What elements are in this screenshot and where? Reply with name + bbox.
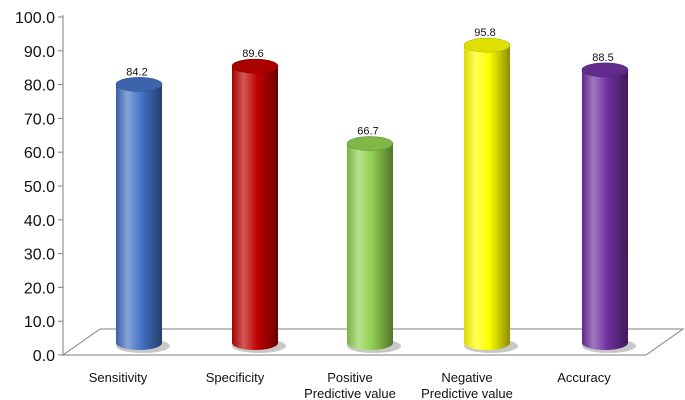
data-label: 88.5 — [592, 52, 613, 64]
y-tick-label: 30.0 — [24, 247, 55, 264]
bar-body — [232, 66, 278, 350]
data-label: 66.7 — [357, 126, 378, 138]
data-label: 95.8 — [474, 27, 495, 39]
bar — [115, 77, 170, 353]
bar-body — [582, 69, 628, 351]
y-tick-label: 0.0 — [33, 348, 55, 365]
y-tick-label: 50.0 — [24, 179, 55, 196]
bar-top — [115, 77, 163, 92]
y-tick-label: 10.0 — [24, 314, 55, 331]
y-tick-label: 100.0 — [15, 10, 55, 27]
category-label: Negative Predictive value — [421, 370, 513, 400]
y-tick-label: 40.0 — [24, 213, 55, 230]
bar-top — [346, 136, 394, 151]
bar-body — [116, 84, 162, 351]
bar-body — [464, 45, 510, 351]
bar — [463, 37, 518, 353]
bar — [231, 58, 286, 353]
y-tick-label: 20.0 — [24, 280, 55, 297]
data-label: 89.6 — [242, 48, 263, 60]
category-label: Specificity — [206, 370, 265, 385]
bar — [346, 136, 401, 353]
bar-top — [581, 62, 629, 78]
y-tick-label: 70.0 — [24, 111, 55, 128]
bar — [581, 62, 636, 353]
data-label: 84.2 — [126, 66, 147, 78]
y-tick-label: 60.0 — [24, 145, 55, 162]
y-tick-label: 80.0 — [24, 78, 55, 95]
bar-body — [347, 143, 393, 350]
bars-layer — [115, 37, 636, 353]
axis-layer: 0.0 10.0 20.0 30.0 40.0 50.0 60.0 70.0 80.0 90.0 1… — [15, 10, 64, 365]
bar-top — [231, 58, 279, 74]
labels-layer: 84.2 89.6 66.7 95.8 88.5 Sensitivity Specifici… — [89, 27, 614, 400]
category-label: Sensitivity — [89, 370, 148, 385]
category-label: Accuracy — [557, 370, 611, 385]
bar-top — [463, 37, 511, 53]
category-label: Positive Predictive value — [304, 370, 396, 400]
y-tick-label: 90.0 — [24, 44, 55, 61]
